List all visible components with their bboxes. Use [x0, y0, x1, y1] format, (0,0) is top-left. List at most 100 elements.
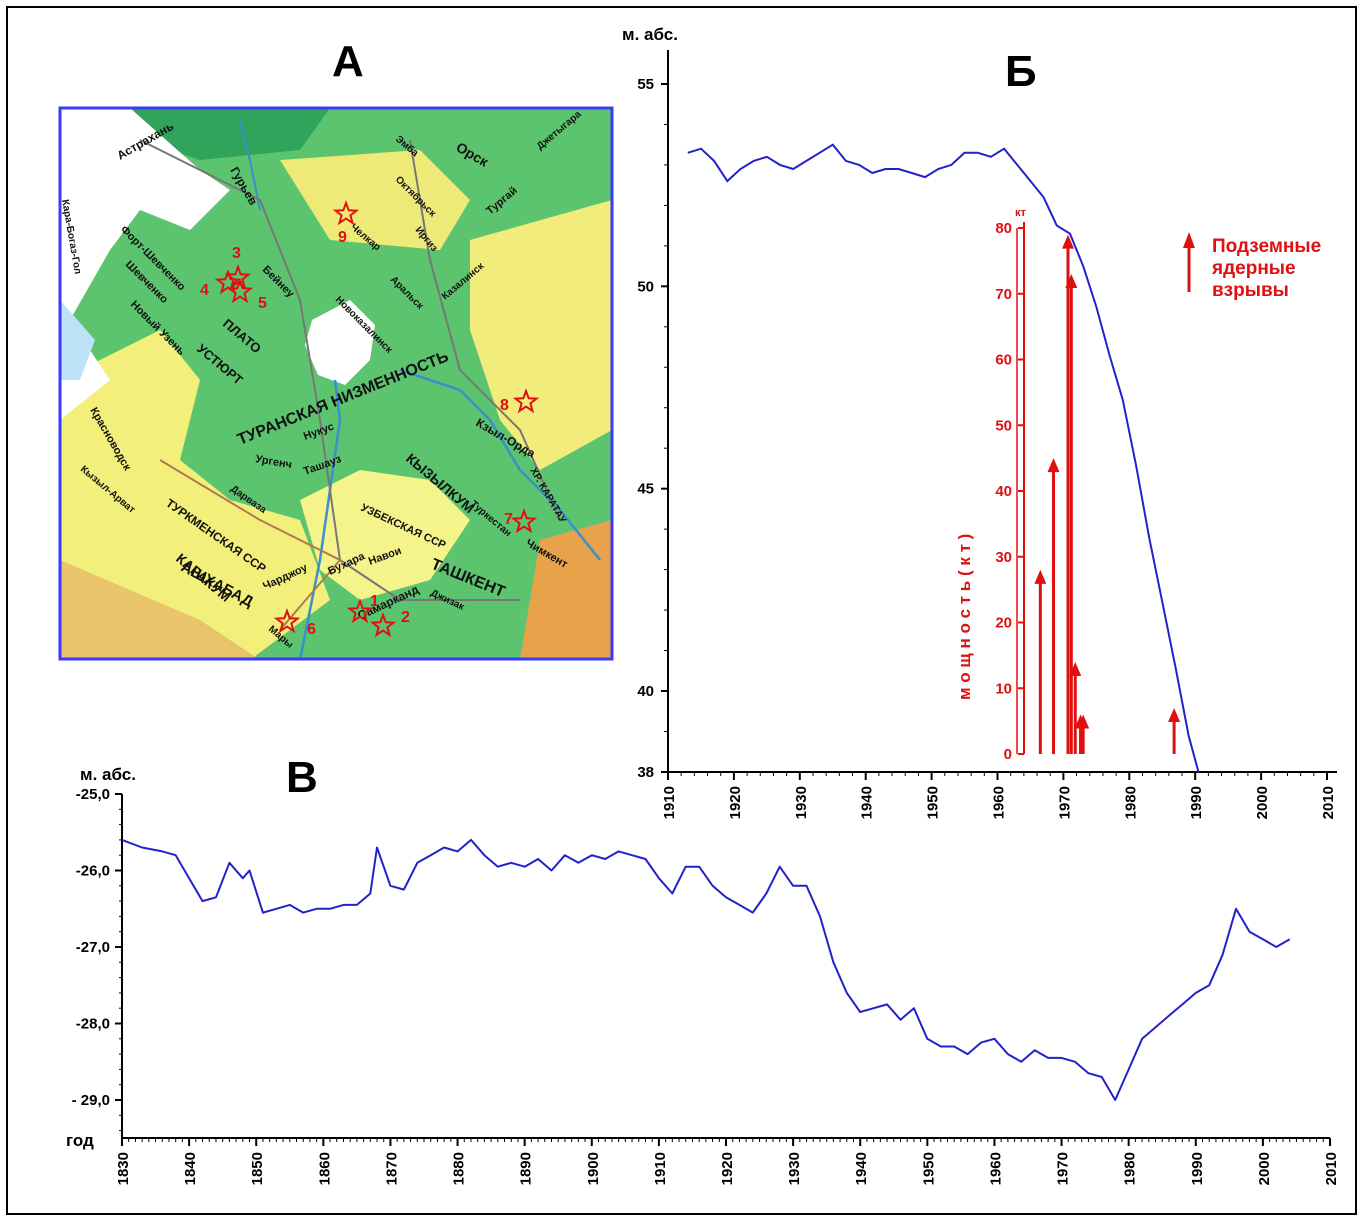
map-steppe-east	[470, 200, 612, 470]
nuclear-explosion-arrowhead	[1047, 458, 1060, 473]
nuclear-y-tick-label: 50	[995, 417, 1012, 434]
nuclear-explosion-arrowhead	[1069, 661, 1082, 676]
nuclear-y-tick-label: 80	[995, 220, 1012, 237]
explosion-site-number: 7	[504, 511, 513, 528]
aral-x-tick-label: 2000	[1254, 786, 1271, 819]
chart-aral-level: м. абс. 55 50 45 40 38 1910 1920 1930 1940 1950 19…	[622, 25, 1337, 819]
nuclear-explosion-arrowhead	[1034, 569, 1047, 584]
aral-x-tick-label: 1980	[1122, 786, 1139, 819]
nuclear-explosion-arrowhead	[1065, 274, 1078, 289]
aral-x-tick-label: 2010	[1320, 786, 1337, 819]
caspian-x-tick-label: 1910	[652, 1152, 669, 1185]
caspian-x-tick-label: 1850	[249, 1152, 266, 1185]
caspian-x-tick-label: 2010	[1323, 1152, 1340, 1185]
nuclear-y-label: м о щ н о с т ь ( к т )	[955, 534, 974, 700]
explosion-site-star-icon	[346, 598, 374, 624]
map-railway-2	[409, 139, 561, 521]
caspian-x-tick-label: 1920	[719, 1152, 736, 1185]
map-desert-kyzylkum	[300, 470, 470, 600]
nuclear-y-tick-label: 30	[995, 549, 1012, 566]
aral-y-tick-label: 38	[637, 764, 654, 781]
aral-x-tick-label: 1970	[1056, 786, 1073, 819]
map-hills-south	[60, 560, 259, 659]
nuclear-explosion-arrowhead	[1077, 714, 1090, 729]
explosion-site-star-icon	[273, 608, 301, 634]
caspian-level-line	[121, 838, 1291, 1101]
nuclear-y-tick-label: 70	[995, 286, 1012, 303]
chart-caspian-level: м. абс. год -25,0 -26,0 -27,0 -28,0 - 29,0 18…	[66, 765, 1340, 1185]
caspian-x-tick-label: 1960	[987, 1152, 1004, 1185]
caspian-x-tick-label: 1890	[518, 1152, 535, 1185]
nuclear-explosion-arrowhead	[1062, 234, 1075, 249]
explosion-site-star-icon	[510, 508, 538, 534]
legend-arrow-head	[1183, 232, 1195, 248]
map-river-syrdarya	[399, 368, 601, 561]
nuclear-y-tick-label: 60	[995, 352, 1012, 369]
caspian-y-unit-label: м. абс.	[80, 765, 136, 784]
nuclear-y-tick-label: 10	[995, 680, 1012, 697]
caspian-x-label: год	[66, 1131, 94, 1150]
legend-label-line: взрывы	[1212, 280, 1289, 301]
explosion-site-star-icon	[512, 388, 540, 414]
map-aral-sea	[305, 300, 375, 385]
explosion-site-star-icon	[369, 612, 397, 638]
region-map: АстраханьГурьевФорт-ШевченкоШевченкоНовы…	[58, 106, 614, 661]
map-railway-1	[139, 139, 520, 601]
explosion-site-number: 2	[401, 609, 410, 626]
caspian-y-tick-label: -25,0	[76, 786, 110, 803]
caspian-x-tick-label: 1880	[451, 1152, 468, 1185]
explosion-site-number: 1	[370, 593, 379, 610]
map-road-1	[159, 459, 342, 631]
map-mountains-southeast	[520, 520, 612, 659]
caspian-y-tick-label: - 29,0	[72, 1092, 110, 1109]
caspian-x-tick-label: 1840	[182, 1152, 199, 1185]
panel-letter-v: В	[286, 753, 318, 802]
nuclear-y-tick-label: 0	[1004, 746, 1012, 763]
nuclear-y-tick-label: 20	[995, 615, 1012, 632]
map-desert-south	[60, 330, 330, 659]
aral-x-tick-label: 1940	[859, 786, 876, 819]
caspian-x-tick-label: 1950	[920, 1152, 937, 1185]
caspian-x-tick-label: 1970	[1055, 1152, 1072, 1185]
map-river-ural	[239, 119, 261, 211]
explosion-site-star-icon	[226, 278, 254, 304]
explosion-site-star-icon	[332, 200, 360, 226]
caspian-y-tick-label: -26,0	[76, 863, 110, 880]
explosion-site-number: 6	[307, 621, 316, 638]
caspian-x-tick-label: 1940	[853, 1152, 870, 1185]
caspian-x-tick-label: 1860	[316, 1152, 333, 1185]
caspian-y-tick-label: -27,0	[76, 939, 110, 956]
explosion-site-star-icon	[224, 264, 252, 290]
caspian-x-tick-label: 1830	[115, 1152, 132, 1185]
explosion-site-number: 4	[200, 282, 209, 299]
map-caspian-shallow	[60, 300, 95, 380]
aral-x-tick-label: 1930	[793, 786, 810, 819]
nuclear-legend: Подземные ядерные взрывы	[1183, 232, 1321, 301]
explosion-site-number: 5	[258, 295, 267, 312]
legend-label: Подземные ядерные взрывы	[1211, 236, 1321, 301]
aral-level-line	[687, 143, 1200, 773]
explosion-site-number: 8	[500, 397, 509, 414]
aral-y-tick-label: 50	[637, 278, 654, 295]
caspian-x-tick-label: 1900	[585, 1152, 602, 1185]
chart-nuclear-explosions: кт м о щ н о с т ь ( к т ) 80 70 60 50 40 30 2…	[955, 207, 1321, 763]
aral-y-tick-label: 45	[637, 481, 654, 498]
aral-x-tick-label: 1950	[925, 786, 942, 819]
aral-y-tick-label: 40	[637, 683, 654, 700]
caspian-x-tick-label: 1930	[786, 1152, 803, 1185]
caspian-x-tick-label: 1990	[1189, 1152, 1206, 1185]
panel-letter-b: Б	[1005, 47, 1037, 96]
caspian-y-tick-label: -28,0	[76, 1016, 110, 1033]
caspian-x-tick-label: 2000	[1256, 1152, 1273, 1185]
legend-label-line: ядерные	[1211, 258, 1296, 279]
map-border	[58, 106, 614, 661]
explosion-site-number: 3	[232, 245, 241, 262]
aral-x-tick-label: 1920	[727, 786, 744, 819]
legend-label-line: Подземные	[1212, 236, 1321, 257]
aral-y-unit-label: м. абс.	[622, 25, 678, 44]
aral-y-tick-label: 55	[637, 76, 654, 93]
map-caspian-sea	[60, 108, 230, 420]
caspian-x-tick-label: 1980	[1122, 1152, 1139, 1185]
aral-x-tick-label: 1960	[991, 786, 1008, 819]
